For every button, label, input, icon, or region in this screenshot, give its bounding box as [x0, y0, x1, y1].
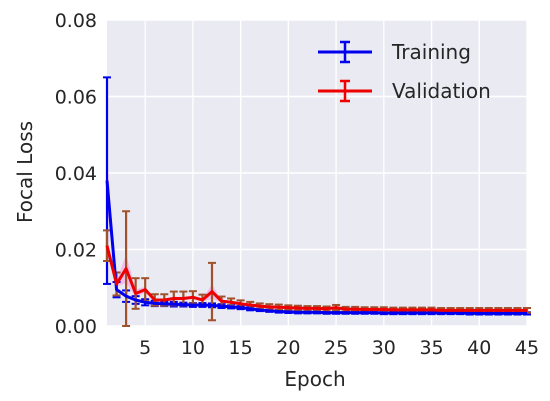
x-tick-label: 20 — [276, 337, 300, 359]
y-tick-label: 0.00 — [55, 316, 97, 338]
y-tick-label: 0.02 — [55, 240, 97, 262]
validation-series-line — [105, 245, 527, 312]
legend-label-training: Training — [391, 40, 471, 64]
legend-label-validation: Validation — [392, 79, 491, 103]
x-axis-label: Epoch — [284, 367, 345, 391]
training-series-line — [105, 180, 527, 315]
legend-item-validation: Validation — [318, 79, 491, 103]
x-tick-label: 40 — [467, 337, 491, 359]
y-tick-label: 0.04 — [55, 163, 97, 185]
y-axis-label: Focal Loss — [13, 121, 37, 223]
y-tick-label: 0.08 — [55, 10, 97, 32]
grid — [107, 19, 528, 327]
x-tick-label: 15 — [229, 337, 253, 359]
y-tick-label: 0.06 — [55, 87, 97, 109]
x-tick-label: 10 — [181, 337, 205, 359]
legend: Training Validation — [318, 40, 491, 103]
x-tick-label: 45 — [515, 337, 539, 359]
x-tick-label: 5 — [139, 337, 151, 359]
x-tick-label: 35 — [419, 337, 443, 359]
x-tick-label: 30 — [372, 337, 396, 359]
legend-item-training: Training — [318, 40, 471, 64]
x-tick-label: 25 — [324, 337, 348, 359]
